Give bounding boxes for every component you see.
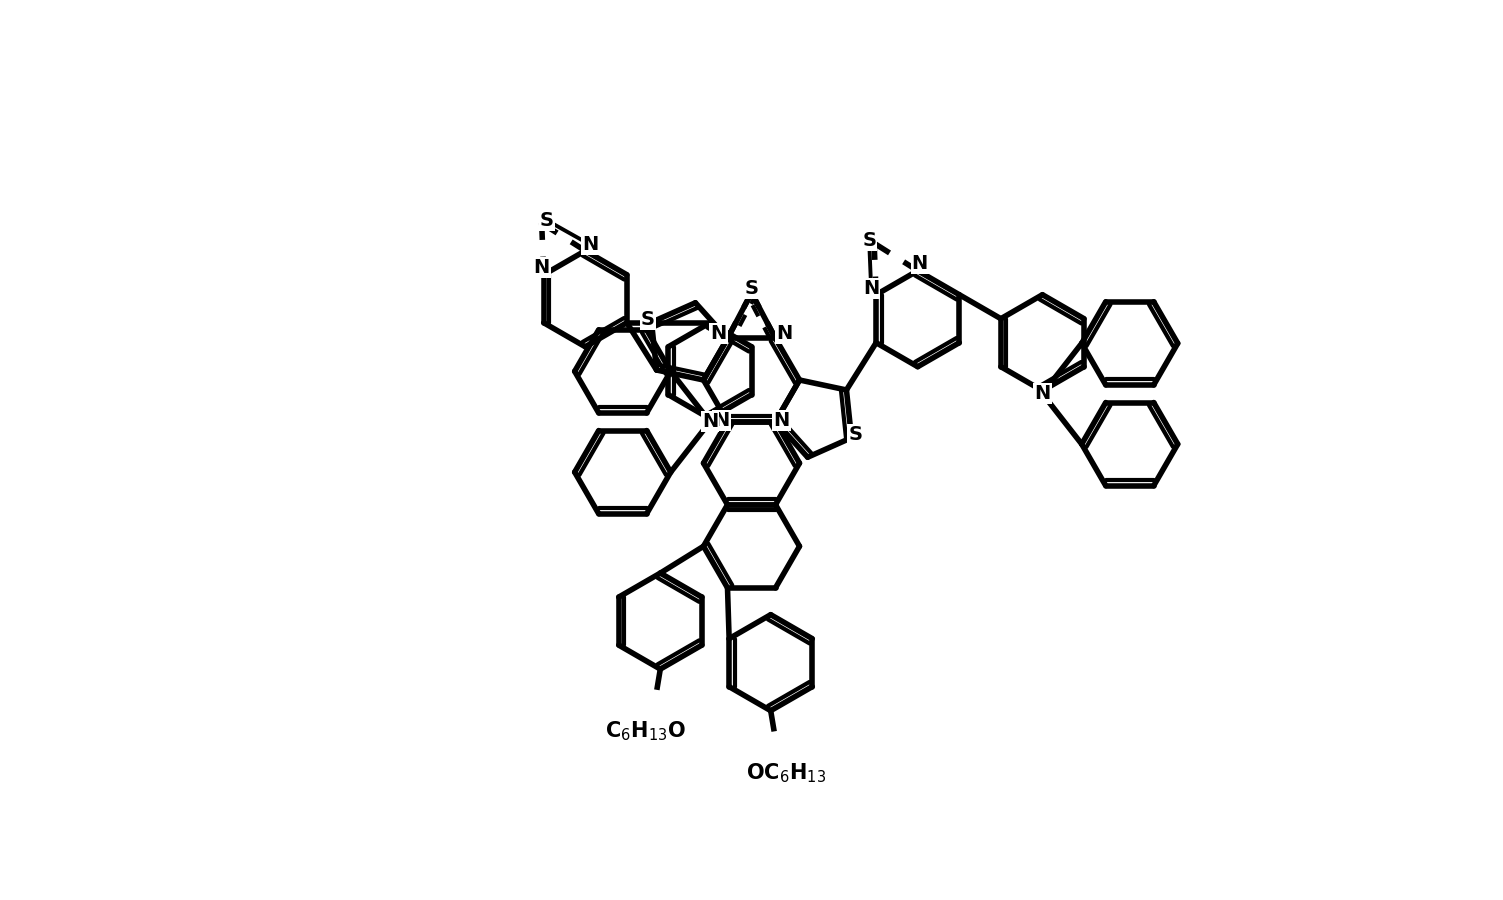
Text: N: N bbox=[582, 235, 598, 254]
Text: S: S bbox=[540, 211, 553, 230]
Text: N: N bbox=[714, 411, 729, 430]
Text: N: N bbox=[702, 412, 718, 431]
Text: N: N bbox=[534, 258, 550, 277]
Text: S: S bbox=[640, 310, 654, 328]
Text: C$_6$H$_{13}$O: C$_6$H$_{13}$O bbox=[604, 720, 685, 743]
Text: N: N bbox=[912, 254, 927, 274]
Text: S: S bbox=[863, 230, 876, 249]
Text: OC$_6$H$_{13}$: OC$_6$H$_{13}$ bbox=[745, 761, 825, 785]
Text: S: S bbox=[849, 425, 863, 445]
Text: N: N bbox=[1034, 384, 1051, 403]
Text: N: N bbox=[774, 411, 789, 430]
Text: N: N bbox=[711, 324, 726, 343]
Text: S: S bbox=[744, 279, 759, 298]
Text: N: N bbox=[777, 324, 792, 343]
Text: N: N bbox=[863, 279, 879, 298]
